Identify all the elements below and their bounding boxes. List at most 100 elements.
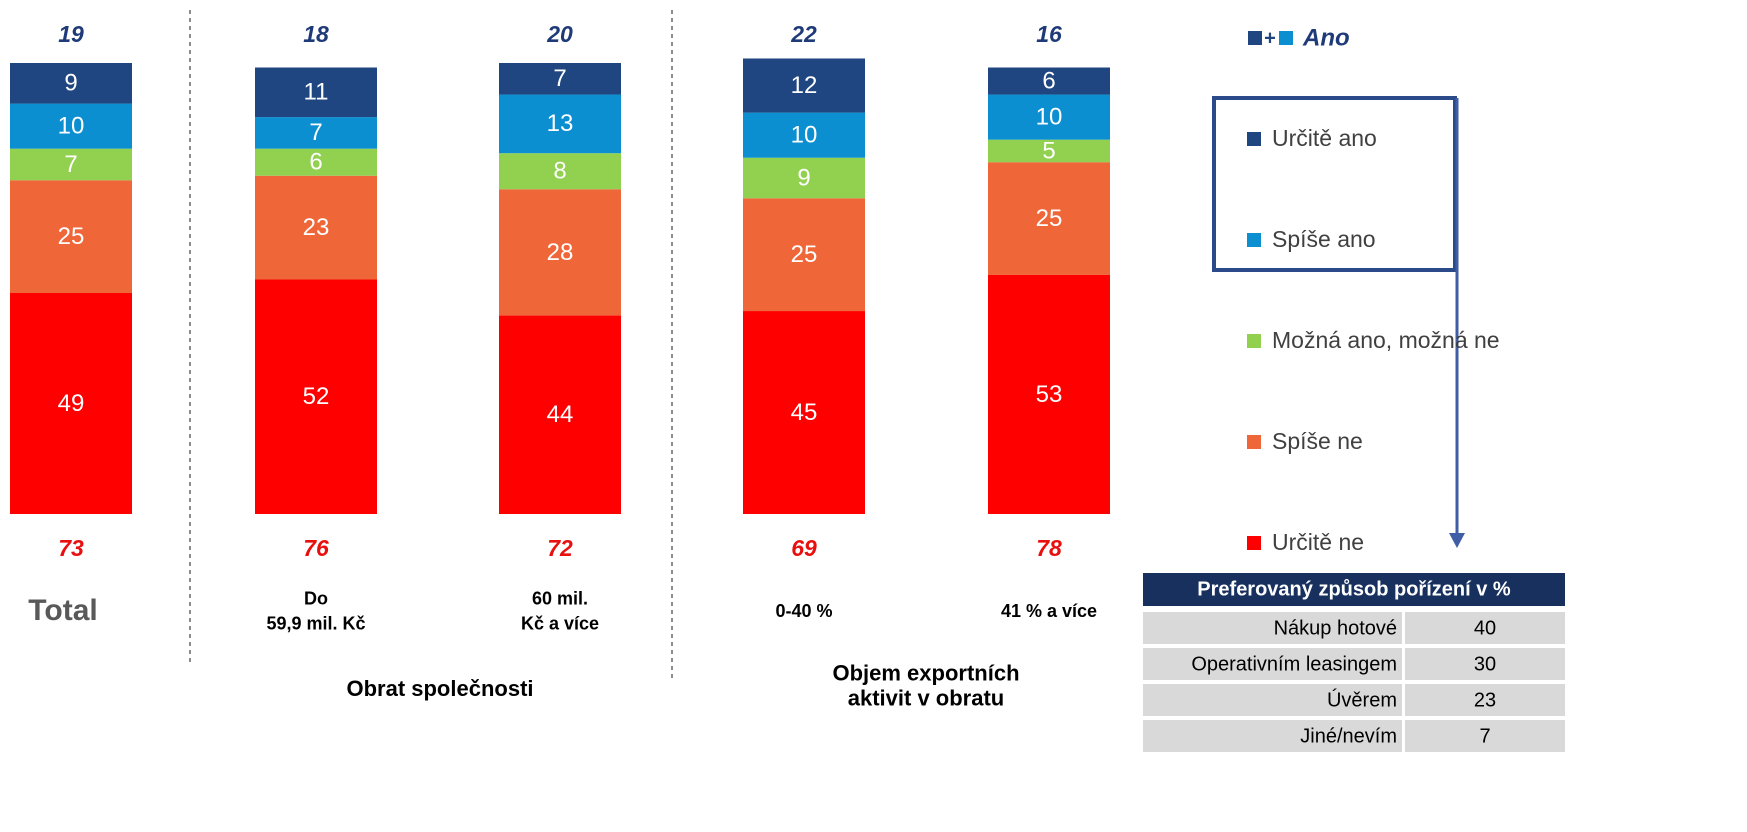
category-label: 60 mil. Kč a více bbox=[521, 588, 599, 633]
category-label: Do 59,9 mil. Kč bbox=[266, 588, 365, 633]
bar-segment bbox=[988, 139, 1110, 163]
bar-segment bbox=[743, 311, 865, 514]
bar-segment bbox=[499, 189, 621, 316]
value-label: 10 bbox=[58, 112, 85, 139]
legend-symbol: + bbox=[1264, 27, 1276, 49]
ano-total: 16 bbox=[1036, 21, 1062, 47]
value-label: 10 bbox=[791, 122, 818, 149]
arrow-head bbox=[1449, 533, 1465, 548]
value-label: 28 bbox=[547, 239, 574, 266]
value-label: 9 bbox=[64, 70, 77, 97]
table-cell bbox=[1405, 684, 1565, 716]
bar-segment bbox=[743, 198, 865, 312]
table-cell bbox=[1143, 648, 1402, 680]
table-label: Jiné/nevím bbox=[1300, 725, 1397, 747]
value-label: 45 bbox=[791, 399, 818, 426]
legend-swatch bbox=[1247, 334, 1261, 348]
bar-segment bbox=[499, 94, 621, 154]
value-label: 25 bbox=[1036, 205, 1063, 232]
bar-segment bbox=[743, 112, 865, 158]
category-label: Total bbox=[28, 594, 97, 627]
bar-segment bbox=[499, 315, 621, 514]
table-title: Preferovaný způsob pořízení v % bbox=[1197, 578, 1511, 600]
value-label: 44 bbox=[547, 401, 574, 428]
legend-label: Spíše ano bbox=[1272, 226, 1376, 252]
legend-swatch bbox=[1248, 31, 1262, 45]
value-label: 7 bbox=[553, 65, 566, 92]
value-label: 52 bbox=[303, 383, 330, 410]
bar-segment bbox=[255, 67, 377, 118]
value-label: 6 bbox=[309, 149, 322, 176]
table-cell bbox=[1405, 648, 1565, 680]
table-value: 23 bbox=[1474, 689, 1496, 711]
ano-total: 22 bbox=[790, 21, 817, 47]
ne-total: 69 bbox=[791, 535, 817, 561]
value-label: 53 bbox=[1036, 381, 1063, 408]
value-label: 25 bbox=[58, 223, 85, 250]
ne-total: 76 bbox=[303, 535, 329, 561]
table-value: 7 bbox=[1479, 725, 1490, 747]
value-label: 12 bbox=[791, 72, 818, 99]
value-label: 7 bbox=[64, 151, 77, 178]
legend-swatch bbox=[1247, 435, 1261, 449]
bar-segment bbox=[988, 94, 1110, 140]
bar-segment bbox=[988, 162, 1110, 275]
table-cell bbox=[1405, 612, 1565, 644]
value-label: 6 bbox=[1042, 67, 1055, 94]
bar-segment bbox=[743, 58, 865, 113]
value-label: 49 bbox=[58, 390, 85, 417]
bar-segment bbox=[10, 103, 132, 149]
bar-segment bbox=[499, 153, 621, 190]
category-label: 41 % a více bbox=[1001, 601, 1097, 621]
legend-swatch bbox=[1247, 536, 1261, 550]
value-label: 23 bbox=[303, 214, 330, 241]
bar-segment bbox=[10, 293, 132, 514]
ne-total: 78 bbox=[1036, 535, 1062, 561]
legend-label: Určitě ne bbox=[1272, 529, 1364, 555]
bar-segment bbox=[10, 148, 132, 181]
value-label: 10 bbox=[1036, 103, 1063, 130]
ano-total: 19 bbox=[58, 21, 84, 47]
table-cell bbox=[1405, 720, 1565, 752]
table-label: Nákup hotové bbox=[1274, 617, 1397, 639]
bar-segment bbox=[255, 279, 377, 514]
legend-label: Ano bbox=[1302, 24, 1350, 51]
bar-segment bbox=[499, 63, 621, 95]
table-value: 30 bbox=[1474, 653, 1496, 675]
table-cell bbox=[1143, 684, 1402, 716]
value-label: 9 bbox=[797, 164, 810, 191]
table-cell bbox=[1143, 720, 1402, 752]
legend-label: Spíše ne bbox=[1272, 428, 1363, 454]
table-value: 40 bbox=[1474, 617, 1496, 639]
bar-segment bbox=[255, 117, 377, 149]
value-label: 5 bbox=[1042, 137, 1055, 164]
category-label: 0-40 % bbox=[775, 601, 832, 621]
table-cell bbox=[1143, 612, 1402, 644]
legend-label: Určitě ano bbox=[1272, 125, 1377, 151]
legend-label: Možná ano, možná ne bbox=[1272, 327, 1500, 353]
value-label: 11 bbox=[304, 79, 329, 106]
ne-total: 72 bbox=[547, 535, 573, 561]
legend-swatch bbox=[1247, 132, 1261, 146]
value-label: 25 bbox=[791, 241, 818, 268]
table-header bbox=[1143, 573, 1565, 606]
table-label: Operativním leasingem bbox=[1191, 653, 1397, 675]
bar-segment bbox=[10, 180, 132, 294]
bar-segment bbox=[988, 274, 1110, 514]
bar-segment bbox=[10, 63, 132, 104]
group-label: Obrat společnosti bbox=[346, 676, 533, 701]
bar-segment bbox=[255, 148, 377, 176]
value-label: 8 bbox=[553, 158, 566, 185]
value-label: 7 bbox=[309, 119, 322, 146]
legend-swatch bbox=[1279, 31, 1293, 45]
ano-total: 20 bbox=[546, 21, 573, 47]
bar-segment bbox=[743, 157, 865, 199]
ano-total: 18 bbox=[303, 21, 329, 47]
legend-swatch bbox=[1247, 233, 1261, 247]
ne-total: 73 bbox=[58, 535, 84, 561]
bar-segment bbox=[255, 175, 377, 280]
value-label: 13 bbox=[547, 110, 574, 137]
group-label: Objem exportních aktivit v obratu bbox=[832, 660, 1019, 710]
table-label: Úvěrem bbox=[1327, 688, 1397, 711]
